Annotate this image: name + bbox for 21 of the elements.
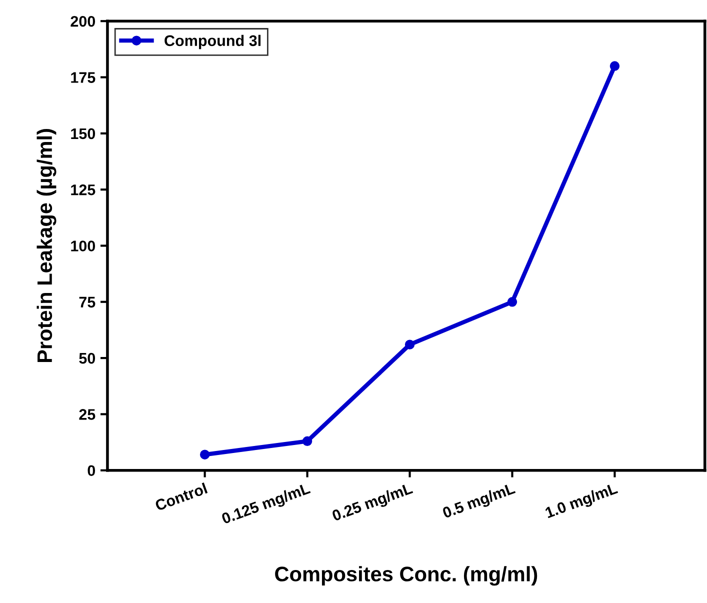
y-tick-label: 25 (79, 409, 96, 420)
y-tick-label: 100 (71, 240, 96, 252)
point (302, 436, 312, 446)
point (507, 297, 518, 307)
x-tick-label: 0.25 mg/mL (331, 482, 414, 524)
legend-label: Compound 3l (164, 34, 261, 50)
x-tick-label: 1.0 mg/mL (544, 482, 620, 522)
y-tick-label: 75 (79, 296, 96, 308)
point (200, 450, 210, 460)
x-tick-label: 0.5 mg/mL (442, 482, 517, 522)
x-axis-title: Composites Conc. (mg/ml) (275, 566, 538, 586)
y-tick-label: 150 (71, 128, 96, 140)
point (610, 61, 620, 71)
y-tick-label: 175 (71, 72, 96, 83)
point (404, 340, 415, 350)
y-tick-label: 0 (88, 465, 96, 476)
y-tick-label: 125 (71, 184, 96, 196)
x-tick-label: 0.125 mg/mL (220, 482, 312, 528)
y-axis-title: Protein Leakage (µg/ml) (36, 129, 56, 362)
y-tick-label: 200 (70, 16, 96, 27)
y-tick-label: 50 (79, 352, 96, 364)
